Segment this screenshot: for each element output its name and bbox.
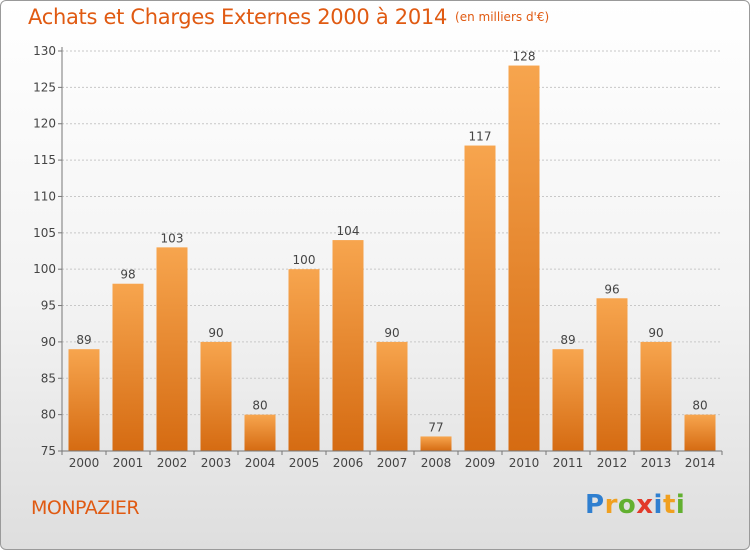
y-tick-label: 125 [33,80,56,94]
logo-letter: t [662,490,676,520]
y-tick-label: 95 [41,299,56,313]
x-tick-label: 2003 [201,456,232,470]
x-tick-label: 2008 [421,456,452,470]
x-tick-label: 2000 [69,456,100,470]
bar [684,414,716,451]
y-tick-label: 75 [41,444,56,458]
data-label: 96 [604,282,619,296]
y-tick-label: 115 [33,153,56,167]
bar [552,349,584,451]
bar [596,298,628,451]
x-tick-label: 2001 [113,456,144,470]
bar-chart: 89 98 103 90 80 100 104 90 77 117 128 89 96 90 80 75 80… [33,44,723,470]
x-tick-label: 2009 [465,456,496,470]
data-label: 103 [161,231,184,245]
bar [508,65,540,451]
bar [200,341,232,451]
logo-letter: x [636,490,654,520]
data-label: 77 [428,420,443,434]
bar [112,283,144,451]
title-text: Achats et Charges Externes 2000 à 2014 [28,5,448,29]
x-tick-label: 2002 [157,456,188,470]
y-tick-label: 110 [33,189,56,203]
bar [640,341,672,451]
data-label: 89 [76,333,91,347]
x-tick-label: 2004 [245,456,276,470]
x-tick-label: 2013 [641,456,672,470]
logo-letter: P [585,490,605,520]
logo-letter: i [675,490,686,520]
y-tick-label: 130 [33,44,56,58]
bar [156,247,188,451]
logo-letter: r [604,490,618,520]
data-label: 89 [560,333,575,347]
data-label: 80 [692,399,707,413]
y-tick-label: 80 [41,408,56,422]
y-tick-label: 120 [33,117,56,131]
bar [332,240,364,451]
chart-title: Achats et Charges Externes 2000 à 2014 (e… [28,5,549,29]
commune-name: MONPAZIER [31,497,140,519]
logo-letter: i [653,490,663,520]
x-tick-label: 2012 [597,456,628,470]
bar [464,145,496,451]
x-tick-label: 2005 [289,456,320,470]
data-label: 90 [384,326,399,340]
bar [376,341,408,451]
x-tick-label: 2006 [333,456,364,470]
title-unit: (en milliers d'€) [455,10,550,24]
data-label: 98 [120,268,135,282]
bar [244,414,276,451]
data-label: 80 [252,399,267,413]
data-label: 128 [513,50,536,64]
bar [288,269,320,451]
data-label: 117 [469,130,492,144]
y-tick-label: 105 [33,226,56,240]
axes-group: 75 80 85 90 95 100 105 110 115 120 125 130 2000 2001 2… [33,44,723,470]
x-tick-label: 2011 [553,456,584,470]
bars-group: 89 98 103 90 80 100 104 90 77 117 128 89 96 90 80 [68,50,716,451]
logo-letter: o [617,490,637,520]
y-tick-label: 85 [41,371,56,385]
data-label: 90 [208,326,223,340]
data-label: 100 [293,253,316,267]
x-tick-label: 2010 [509,456,540,470]
x-tick-label: 2007 [377,456,408,470]
bar [68,349,100,451]
x-tick-label: 2014 [685,456,716,470]
data-label: 90 [648,326,663,340]
y-tick-label: 90 [41,335,56,349]
proxiti-logo: Proxiti [585,490,685,520]
bar [420,436,452,451]
data-label: 104 [337,224,360,238]
y-tick-label: 100 [33,262,56,276]
